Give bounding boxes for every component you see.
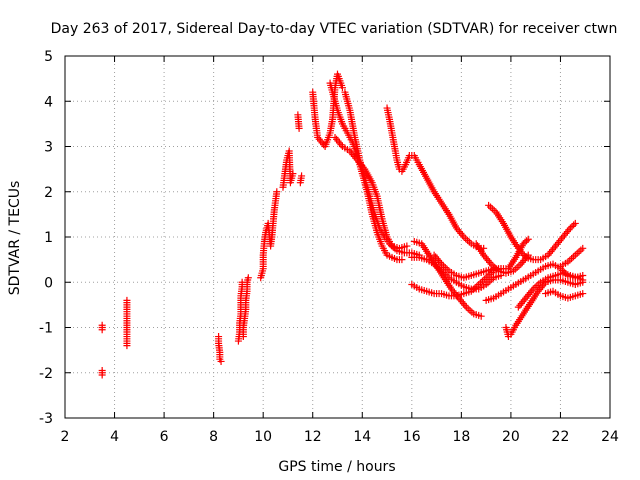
x-tick-label: 6 (160, 429, 169, 445)
data-point (338, 84, 346, 92)
x-tick-label: 8 (209, 429, 218, 445)
axis-ticks (64, 55, 611, 419)
y-tick-label: 0 (44, 275, 53, 291)
data-point (524, 235, 532, 243)
series-rise-11 (279, 111, 306, 191)
data-point (398, 256, 406, 264)
y-tick-label: 5 (44, 49, 53, 65)
x-tick-label: 4 (110, 429, 119, 445)
data-point (403, 242, 411, 250)
series-peak-b (341, 88, 423, 259)
y-tick-label: -2 (39, 366, 53, 382)
y-axis-label: SDTVAR / TECUs (7, 181, 23, 296)
data-point (123, 342, 131, 350)
series-arc-1 (410, 238, 485, 320)
series-rise-8 (215, 333, 225, 365)
x-tick-label: 12 (304, 429, 322, 445)
series-arc-11 (556, 244, 587, 270)
data-point (570, 221, 578, 229)
series-peak-c (331, 133, 411, 252)
chart-title: Day 263 of 2017, Sidereal Day-to-day VTE… (51, 21, 618, 37)
series-arc-2 (408, 253, 505, 293)
data-point (298, 172, 306, 180)
data-point (244, 274, 252, 282)
data-point (477, 312, 485, 320)
series-arc-9 (514, 269, 587, 311)
x-tick-label: 2 (61, 429, 70, 445)
data-point (289, 170, 297, 178)
data-point (519, 240, 527, 248)
data-point (566, 224, 574, 232)
data-point (273, 188, 281, 196)
series-arc-10 (542, 287, 587, 302)
series-rise-10 (257, 188, 281, 282)
data-point (571, 219, 579, 227)
x-tick-labels: 2 4 6 8 10 12 14 16 18 20 22 24 (61, 429, 619, 445)
x-tick-label: 10 (254, 429, 272, 445)
data-point (295, 124, 303, 132)
x-axis-label: GPS time / hours (278, 459, 395, 475)
y-tick-label: 1 (44, 230, 53, 246)
data-point (98, 371, 106, 379)
data-points (98, 70, 587, 379)
data-point (579, 244, 587, 252)
data-point (217, 357, 225, 365)
y-tick-label: -3 (39, 411, 53, 427)
y-tick-labels: -3 -2 -1 0 1 2 3 4 5 (39, 49, 53, 427)
y-tick-label: 4 (44, 94, 53, 110)
y-tick-label: 3 (44, 140, 53, 156)
data-point (579, 290, 587, 298)
series-arc-6 (485, 201, 579, 264)
series-early-4.5 (123, 296, 131, 350)
data-point (521, 238, 529, 246)
data-point (523, 237, 531, 245)
series-rise-9 (234, 274, 252, 345)
x-tick-label: 22 (552, 429, 570, 445)
series-early-3.5 (98, 321, 106, 379)
data-point (98, 326, 106, 334)
series-early-15 (383, 104, 488, 252)
x-tick-label: 16 (403, 429, 421, 445)
x-tick-label: 24 (601, 429, 619, 445)
y-tick-label: -1 (39, 321, 53, 337)
y-tick-label: 2 (44, 185, 53, 201)
x-tick-label: 20 (502, 429, 520, 445)
data-point (568, 222, 576, 230)
x-tick-label: 18 (452, 429, 470, 445)
data-point (579, 276, 587, 284)
x-tick-label: 14 (353, 429, 371, 445)
